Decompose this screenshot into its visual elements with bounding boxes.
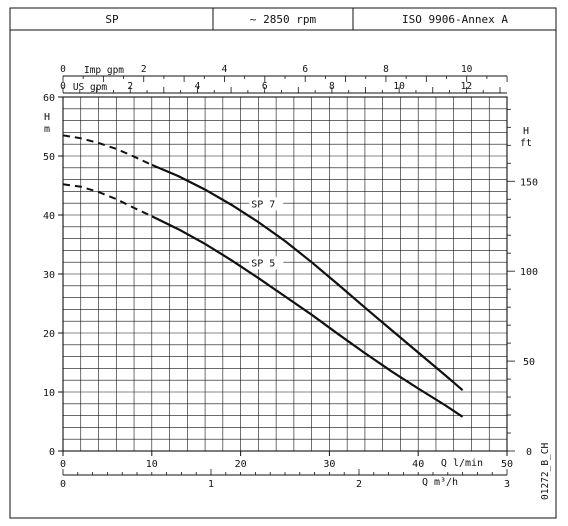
- ft-tick-label: 100: [520, 267, 538, 278]
- ft-tick-label: 0: [526, 447, 532, 458]
- y-tick-label: 0: [49, 447, 55, 458]
- x-tick-label: 30: [323, 459, 335, 470]
- y-tick-label: 20: [43, 329, 55, 340]
- x-tick-label: 50: [501, 459, 513, 470]
- curve-dashed-sp-5: [62, 183, 153, 218]
- x2-tick-label: 2: [356, 479, 362, 490]
- imp-tick-label: 6: [302, 64, 308, 75]
- bottom-flow-label: Q l/min: [441, 458, 483, 469]
- imp-tick-label: 8: [383, 64, 389, 75]
- us-tick-label: 12: [461, 81, 472, 92]
- curve-dashed-sp-7: [62, 134, 153, 166]
- top-imp-label: Imp gpm: [84, 65, 124, 76]
- us-tick-label: 10: [393, 81, 405, 92]
- curve-label-bg: [249, 256, 284, 270]
- x2-tick-label: 1: [208, 479, 214, 490]
- imp-tick-label: 0: [60, 64, 66, 75]
- us-tick-label: 0: [60, 81, 66, 92]
- top-us-label: US gpm: [73, 82, 108, 93]
- imp-tick-label: 10: [461, 64, 473, 75]
- us-tick-label: 6: [262, 81, 268, 92]
- x-tick-label: 20: [235, 459, 247, 470]
- x2-tick-label: 3: [504, 479, 510, 490]
- header-series: SP: [105, 13, 119, 26]
- right-unit-h: H: [523, 126, 529, 137]
- x-tick-label: 0: [60, 459, 66, 470]
- y-tick-label: 30: [43, 270, 55, 281]
- x2-tick-label: 0: [60, 479, 66, 490]
- imp-tick-label: 2: [141, 64, 147, 75]
- left-unit-h: H: [44, 112, 50, 123]
- left-unit-m: m: [44, 124, 50, 135]
- y-tick-label: 50: [43, 152, 55, 163]
- header-speed: ~ 2850 rpm: [250, 13, 317, 26]
- y-tick-label: 60: [43, 93, 55, 104]
- us-tick-label: 4: [195, 81, 201, 92]
- curves: SP 7 SP 5: [62, 134, 464, 418]
- bottom-flow2-label: Q m³/h: [422, 477, 458, 488]
- chart-frame: [9, 29, 557, 519]
- x-tick-label: 40: [412, 459, 424, 470]
- curve-label-sp-5: SP 5: [251, 258, 275, 269]
- ft-tick-label: 50: [523, 357, 535, 368]
- y-tick-label: 40: [43, 211, 55, 222]
- y-tick-label: 10: [43, 388, 55, 399]
- curve-label-sp-7: SP 7: [251, 199, 275, 210]
- us-tick-label: 8: [329, 81, 335, 92]
- curve-sp-7: [151, 163, 464, 392]
- imp-tick-label: 4: [222, 64, 228, 75]
- grid: [62, 96, 508, 452]
- axes: [58, 75, 515, 476]
- curve-sp-5: [151, 215, 464, 418]
- curve-label-bg: [249, 197, 284, 211]
- x-tick-label: 10: [146, 459, 158, 470]
- right-unit-ft: ft: [520, 138, 532, 149]
- figure-code: 01272_B_CH: [540, 443, 551, 500]
- us-tick-label: 2: [127, 81, 133, 92]
- ft-tick-label: 150: [520, 177, 538, 188]
- header-standard: ISO 9906-Annex A: [402, 13, 508, 26]
